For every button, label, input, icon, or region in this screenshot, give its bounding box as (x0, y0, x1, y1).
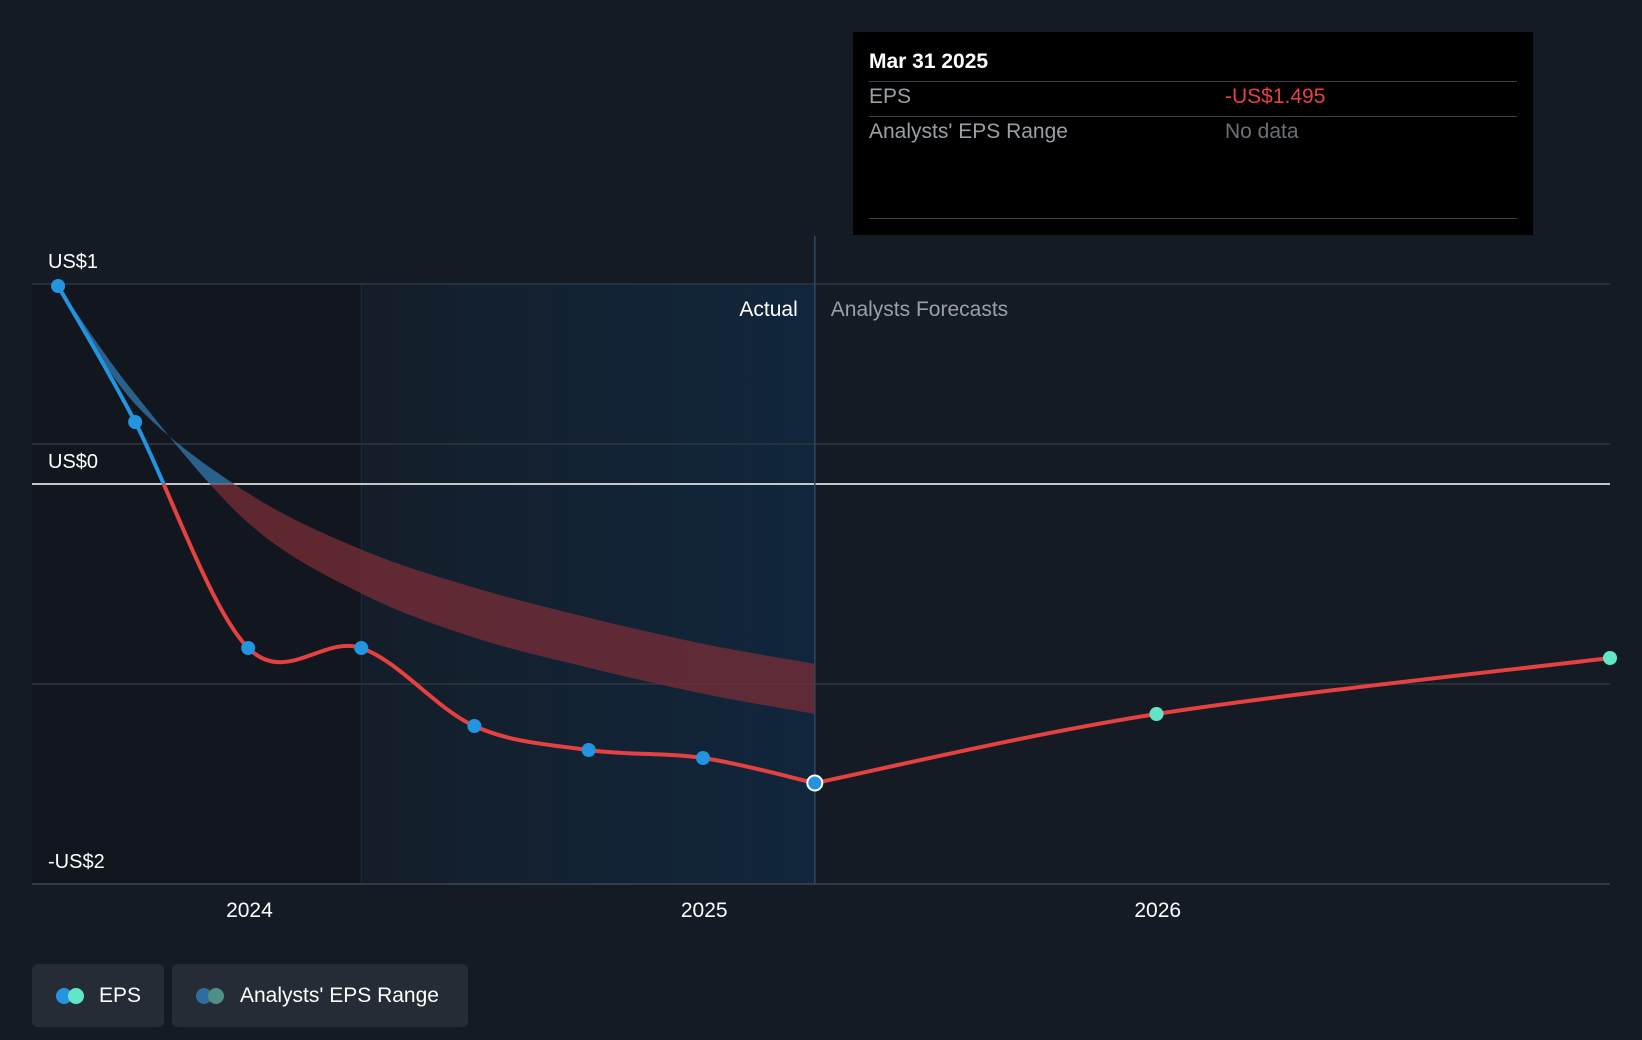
tooltip-range-value: No data (1225, 120, 1299, 143)
actual-section-label: Actual (739, 298, 797, 321)
tooltip-eps-value: -US$1.495 (1225, 85, 1326, 108)
eps-point (128, 415, 143, 429)
tooltip-range-label: Analysts' EPS Range (869, 120, 1068, 143)
eps-line-negative (161, 484, 816, 785)
legend-item-eps[interactable]: EPS (32, 964, 164, 1027)
forecast-section-label: Analysts Forecasts (831, 298, 1008, 321)
legend-label-eps: EPS (99, 983, 142, 1007)
x-tick-label: 2026 (1134, 899, 1181, 922)
eps-point (581, 743, 596, 757)
x-tick-label: 2024 (226, 899, 273, 922)
past-region (32, 284, 362, 884)
tooltip: Mar 31 2025 EPS -US$1.495 Analysts' EPS … (853, 32, 1533, 235)
tooltip-divider (869, 116, 1517, 117)
eps-forecast-point (1603, 651, 1617, 665)
eps-range-band-negative (209, 484, 815, 714)
legend-label-eps-range: Analysts' EPS Range (240, 983, 439, 1007)
eps-line-positive (56, 285, 166, 484)
eps-point (467, 719, 482, 733)
eps-point (354, 641, 369, 655)
legend-item-eps-range[interactable]: Analysts' EPS Range (172, 964, 468, 1027)
tooltip-divider (869, 218, 1517, 219)
eps-point (51, 279, 66, 293)
y-axis-label: US$1 (48, 251, 98, 273)
tooltip-divider (869, 81, 1517, 82)
x-tick-label: 2025 (681, 899, 728, 922)
y-axis-label: US$0 (48, 451, 98, 473)
tooltip-eps-label: EPS (869, 85, 912, 108)
eps-point (695, 751, 710, 765)
eps-point-selected (806, 774, 824, 792)
eps-forecast-dot-icon (68, 988, 84, 1004)
eps-point (241, 641, 256, 655)
eps-forecast-line (814, 656, 1611, 785)
tooltip-date: Mar 31 2025 (869, 50, 989, 73)
eps-forecast-point (1149, 707, 1164, 721)
range-forecast-dot-icon (208, 988, 224, 1004)
y-axis-label: -US$2 (48, 851, 105, 873)
